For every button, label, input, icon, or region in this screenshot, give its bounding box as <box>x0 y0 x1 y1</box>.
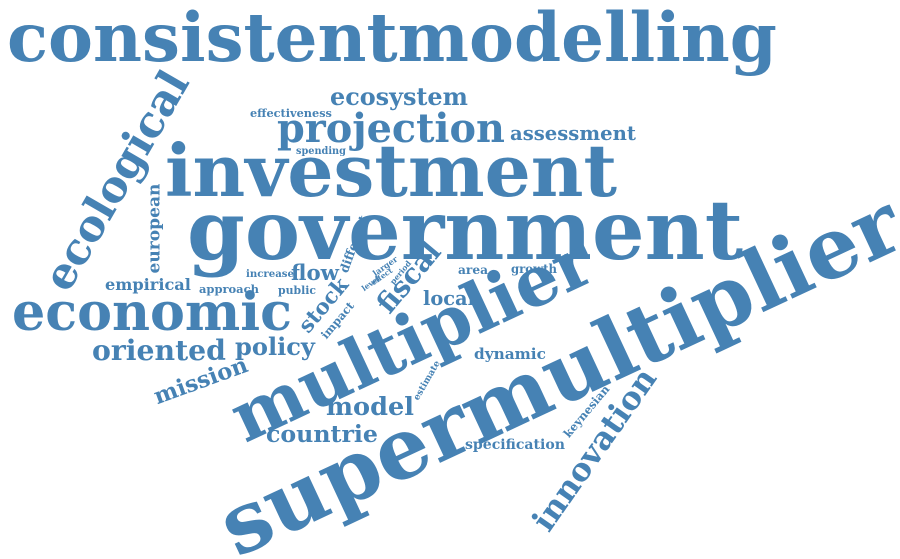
word-european: european <box>144 183 165 274</box>
word-model: model <box>326 392 414 422</box>
word-growth: growth <box>511 262 557 276</box>
word-assessment: assessment <box>510 122 636 145</box>
word-empirical: empirical <box>105 275 191 294</box>
word-dynamic: dynamic <box>474 344 546 363</box>
word-increase: increase <box>246 268 294 280</box>
word-economic: economic <box>12 282 292 343</box>
word-approach: approach <box>199 281 259 296</box>
word-consistentmodelling: consistentmodelling <box>7 0 777 77</box>
word-local: local <box>423 286 475 310</box>
word-government: government <box>187 180 743 279</box>
word-specification: specification <box>465 437 565 453</box>
word-oriented: oriented <box>92 333 226 367</box>
word-ecosystem: ecosystem <box>330 83 468 111</box>
word-area: area <box>458 263 488 277</box>
word-investment: investment <box>165 128 617 214</box>
word-spending: spending <box>296 146 346 157</box>
word-countrie: countrie <box>266 420 378 448</box>
word-effectiveness: effectiveness <box>250 105 332 120</box>
word-policy: policy <box>235 332 315 361</box>
word-public: public <box>278 283 316 297</box>
word-flow: flow <box>291 260 339 286</box>
word-projection: projection <box>277 106 505 152</box>
